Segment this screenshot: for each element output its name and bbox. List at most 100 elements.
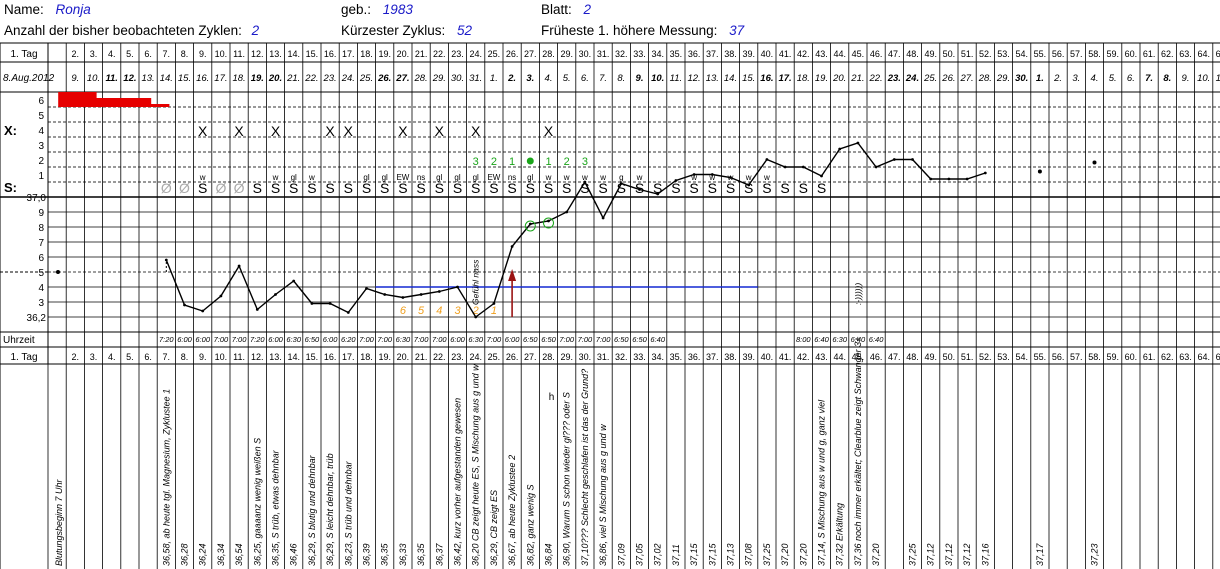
date-label: 8.Aug.2012 [3, 73, 55, 84]
higher-measurement-ring [543, 217, 554, 229]
temperature-point [619, 182, 623, 185]
cycle-day-number: 11. [233, 49, 245, 59]
cycle-day-number-bottom: 47. [888, 352, 901, 362]
date-label: 7. [599, 73, 607, 84]
date-label: 21. [286, 73, 300, 84]
plot-note: :-)))))) [853, 283, 863, 305]
cycle-day-number: 19. [378, 49, 391, 59]
date-label: 1. [1036, 73, 1044, 84]
cycles-field: Anzahl der bisher beobachteten Zyklen: 2 [4, 23, 259, 38]
cycle-day-number: 26. [506, 49, 519, 59]
cycle-day-number: 57. [1070, 49, 1083, 59]
time-value: 6:50 [541, 335, 556, 344]
plot-note: Gefühl nass [471, 259, 481, 305]
cycle-day-number-bottom: 24. [469, 352, 482, 362]
cycle-day-number-bottom: 23. [451, 352, 464, 362]
x-mark: X [198, 123, 208, 139]
note-text: 36,37 [434, 542, 444, 566]
date-label: 23. [887, 73, 901, 84]
symptom-annotation: EW [396, 173, 409, 182]
temp-37-label: 37,0 [27, 193, 47, 204]
cycle-day-number: 25. [488, 49, 501, 59]
time-value: 6:30 [396, 335, 411, 344]
date-label: 11. [670, 73, 683, 84]
time-value: 6:50 [632, 335, 647, 344]
date-label: 3. [526, 73, 534, 84]
cycle-day-number-bottom: 15. [306, 352, 319, 362]
peak-count: 2 [564, 156, 570, 168]
cycle-day-number-bottom: 65. [1216, 352, 1220, 362]
temp-tick-label: 8 [38, 223, 44, 234]
date-label: 13. [706, 73, 719, 84]
cycle-day-number-bottom: 32. [615, 352, 628, 362]
low-count: 6 [400, 305, 407, 317]
cycle-day-number: 30. [579, 49, 592, 59]
symptom-annotation: gl [436, 173, 442, 182]
cycle-day-number-bottom: 30. [579, 352, 592, 362]
born-value: 1983 [382, 2, 413, 17]
cycle-day-number-bottom: 17. [342, 352, 355, 362]
cycle-day-number: 36. [688, 49, 701, 59]
cycle-day-number-bottom: 11. [233, 352, 245, 362]
peak-count: 1 [509, 156, 515, 168]
left-scale-tick: 3 [38, 141, 44, 152]
symptom-annotation: w [708, 173, 715, 182]
date-label: 10. [651, 73, 664, 84]
date-label: 17. [214, 73, 227, 84]
cycle-day-number-bottom: 33. [633, 352, 646, 362]
time-value: 6:50 [305, 335, 320, 344]
symptom-annotation: w [199, 173, 206, 182]
note-text: 36,28 [180, 543, 190, 566]
cycle-day-number-bottom: 3. [90, 352, 98, 362]
symptom-annotation: w [690, 173, 697, 182]
date-label: 2. [1053, 73, 1062, 84]
born-label: geb.: [341, 2, 372, 17]
cycle-day-number: 17. [342, 49, 355, 59]
symptom-mark: S [726, 180, 735, 196]
note-text: 36,54 [234, 543, 244, 566]
cycle-day-number: 15. [306, 49, 319, 59]
cycle-day-number-bottom: 53. [997, 352, 1010, 362]
sheet-label: Blatt: [541, 2, 572, 17]
temperature-point [838, 147, 842, 151]
low-count: 1 [491, 305, 497, 317]
cycle-day-number: 48. [906, 49, 919, 59]
cycle-day-number: 46. [870, 49, 883, 59]
date-label: 30. [451, 73, 464, 84]
temperature-point [456, 285, 459, 289]
date-label: 24. [341, 73, 355, 84]
symptom-mark: S [762, 180, 771, 196]
cycle-day-number: 10. [215, 49, 228, 59]
date-label: 16. [196, 73, 209, 84]
temperature-point [383, 293, 387, 296]
symptom-annotation: ns [508, 173, 516, 182]
cycle-day-number-bottom: 52. [979, 352, 992, 362]
time-value: 7:00 [232, 335, 247, 344]
date-label: 23. [322, 73, 336, 84]
temp-tick-label: 5 [38, 268, 44, 279]
time-value: 7:20 [159, 335, 174, 344]
cycle-day-number: 64. [1197, 49, 1210, 59]
symptom-mark: S [344, 180, 353, 196]
temperature-point [437, 290, 441, 293]
note-text: 37,13 [726, 543, 736, 566]
date-label: 15. [742, 73, 755, 84]
cycle-day-number-bottom: 54. [1015, 352, 1028, 362]
bleeding-bar [112, 98, 133, 107]
time-value: 6:40 [851, 335, 866, 344]
temperature-point [820, 174, 823, 178]
note-text: 37,20 [798, 543, 808, 566]
temperature-point [801, 165, 805, 169]
cycle-day-number-bottom: 40. [761, 352, 774, 362]
symptom-mark: S [380, 180, 389, 196]
time-value: 6:40 [814, 335, 829, 344]
date-label: 9. [1182, 73, 1190, 84]
date-label: 18. [797, 73, 810, 84]
note-text: 36,33 [398, 543, 408, 566]
note-text: 36,25, gaaaanz wenig weißen S [252, 438, 262, 566]
note-text: 37,36 noch immer erkältet; Clearblue zei… [853, 337, 863, 566]
date-label: 17. [778, 73, 791, 84]
date-label: 27. [959, 73, 973, 84]
note-text: 36,90, Warum S schon wieder gl??? oder S [562, 392, 572, 566]
symptom-mark: S [780, 180, 789, 196]
